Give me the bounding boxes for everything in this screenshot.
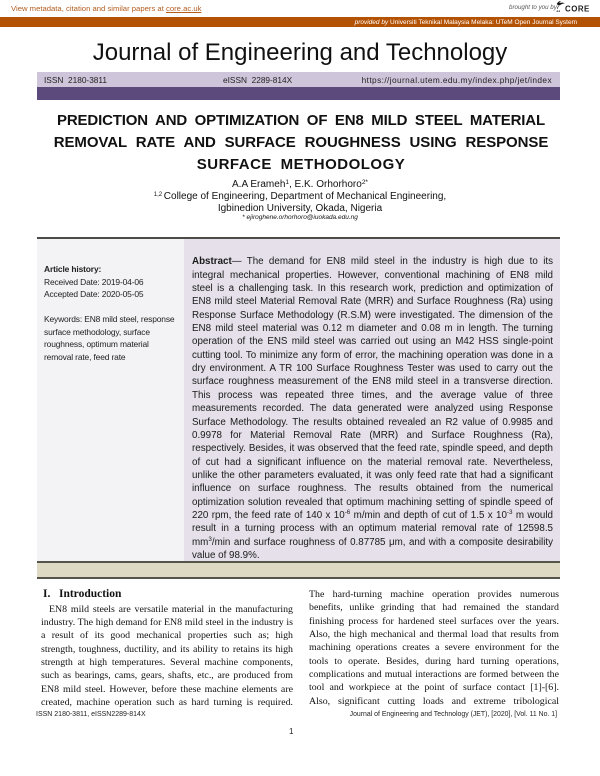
svg-text:CORE: CORE [565, 5, 590, 14]
